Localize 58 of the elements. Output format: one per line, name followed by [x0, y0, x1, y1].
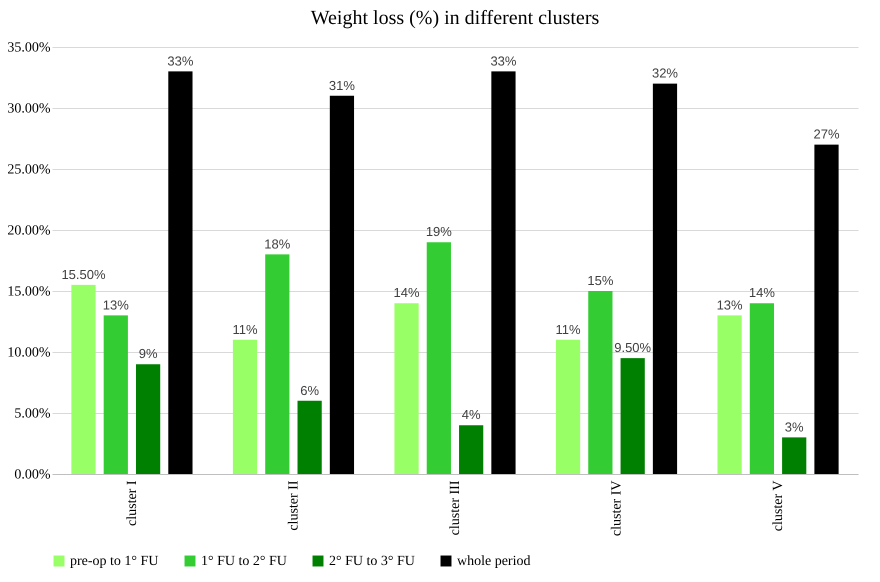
legend-label: whole period [457, 554, 530, 569]
bar [814, 144, 839, 474]
data-label: 14% [748, 285, 776, 300]
data-label: 13% [102, 297, 130, 312]
legend-label: 2° FU to 3° FU [329, 554, 415, 569]
data-label: 13% [716, 297, 744, 312]
data-label: 18% [264, 236, 291, 252]
data-label: 33% [167, 53, 194, 68]
data-label: 9.50% [614, 340, 652, 356]
data-label: 19% [426, 224, 452, 240]
x-tick-label: cluster III [448, 480, 463, 536]
bar [620, 358, 645, 474]
bar [298, 400, 322, 474]
y-tick-label: 15.00% [7, 284, 51, 300]
y-tick-label: 20.00% [7, 224, 51, 238]
y-tick-label: 30.00% [7, 102, 51, 116]
x-tick-label: cluster II [286, 480, 302, 531]
bar [750, 303, 774, 474]
y-tick-label: 5.00% [14, 406, 51, 422]
data-label: 3% [784, 419, 804, 434]
bar [168, 71, 193, 474]
bar [394, 303, 419, 474]
bar [330, 96, 354, 474]
y-tick-label: 10.00% [7, 346, 51, 360]
legend-label: 1° FU to 2° FU [201, 554, 287, 569]
bar [556, 340, 580, 474]
bar [782, 437, 806, 474]
bar [426, 242, 451, 474]
x-tick-label: cluster V [771, 480, 786, 532]
bar [588, 291, 612, 474]
data-label: 27% [813, 126, 840, 142]
data-label: 11% [556, 322, 582, 337]
y-tick-label: 0.00% [14, 468, 51, 482]
bar [71, 284, 96, 474]
data-label: 31% [328, 78, 356, 93]
legend-label: pre-op to 1° FU [70, 554, 158, 569]
x-tick-label: cluster IV [610, 480, 625, 536]
y-tick-label: 35.00% [7, 40, 51, 56]
data-label: 4% [462, 407, 481, 422]
bar [265, 254, 290, 474]
x-tick-label: cluster I [124, 480, 140, 526]
bar [459, 425, 484, 474]
bar [136, 364, 160, 474]
data-label: 33% [490, 53, 517, 68]
bar [491, 71, 516, 474]
data-label: 9% [138, 346, 158, 362]
data-label: 15% [587, 273, 614, 288]
data-label: 14% [394, 285, 420, 300]
chart-title: Weight loss (%) in different clusters [310, 7, 600, 29]
data-label: 6% [300, 382, 320, 398]
bar [717, 315, 742, 474]
data-label: 15.50% [61, 266, 106, 282]
data-label: 32% [652, 66, 678, 81]
bar [232, 340, 258, 474]
y-tick-label: 25.00% [7, 162, 51, 178]
bar [652, 84, 678, 474]
bar [104, 315, 128, 474]
data-label: 11% [232, 322, 258, 337]
